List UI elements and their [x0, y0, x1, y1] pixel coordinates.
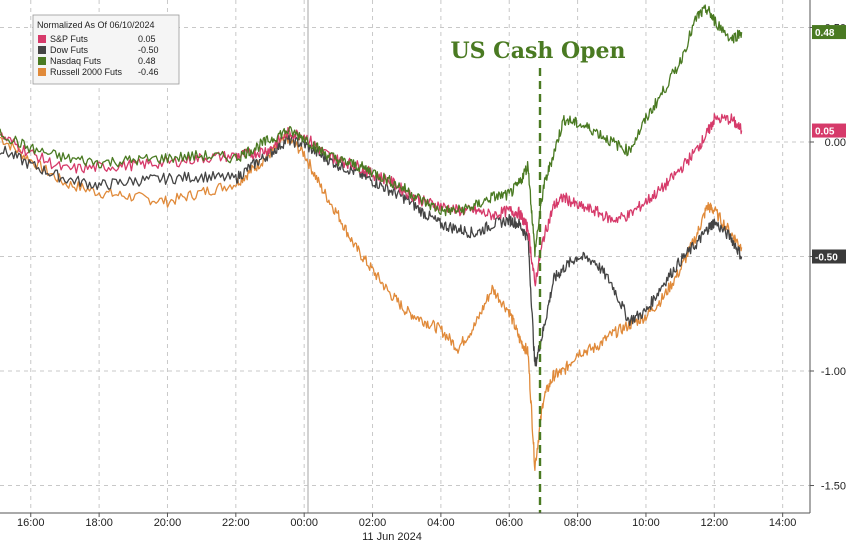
- legend-label-russell: Russell 2000 Futs: [50, 67, 123, 77]
- legend-label-dow: Dow Futs: [50, 45, 89, 55]
- y-tick-label: 0.00: [825, 137, 846, 149]
- legend-value-sp: 0.05: [138, 34, 156, 44]
- x-tick-label: 02:00: [359, 517, 387, 529]
- legend-value-dow: -0.50: [138, 45, 159, 55]
- grid-lines: [0, 0, 810, 513]
- x-tick-label: 12:00: [701, 517, 729, 529]
- series-line: [0, 113, 743, 287]
- y-tick-label: -1.00: [821, 366, 846, 378]
- series-line: [0, 134, 743, 367]
- legend: Normalized As Of 06/10/2024 S&P Futs 0.0…: [32, 14, 180, 85]
- x-tick-label: 18:00: [85, 517, 113, 529]
- legend-swatch-sp: [38, 35, 46, 43]
- series-lines: [0, 4, 743, 471]
- series-line: [0, 4, 743, 258]
- legend-label-nasdaq: Nasdaq Futs: [50, 56, 102, 66]
- x-tick-label: 16:00: [17, 517, 45, 529]
- x-tick-label: 00:00: [290, 517, 318, 529]
- annotation-us-cash-open: US Cash Open: [450, 38, 625, 64]
- x-tick-label: 08:00: [564, 517, 592, 529]
- end-value-tag: [812, 123, 846, 138]
- legend-label-sp: S&P Futs: [50, 34, 88, 44]
- x-tick-label: 14:00: [769, 517, 797, 529]
- legend-value-nasdaq: 0.48: [138, 56, 156, 66]
- end-value-text: -0.50: [815, 253, 838, 264]
- legend-swatch-nasdaq: [38, 57, 46, 65]
- legend-swatch-dow: [38, 46, 46, 54]
- end-value-text: 0.05: [815, 127, 835, 138]
- legend-title: Normalized As Of 06/10/2024: [37, 20, 155, 30]
- x-axis-ticks: 16:00 18:00 20:00 22:00 00:00 02:00 04:00 06:00…: [17, 513, 796, 529]
- x-tick-label: 20:00: [154, 517, 182, 529]
- x-axis-label: 11 Jun 2024: [362, 531, 422, 541]
- x-tick-label: 22:00: [222, 517, 250, 529]
- end-value-tag: [812, 25, 846, 40]
- legend-value-russell: -0.46: [138, 67, 159, 77]
- x-tick-label: 04:00: [427, 517, 455, 529]
- x-tick-label: 06:00: [495, 517, 523, 529]
- y-tick-label: -1.50: [821, 481, 846, 493]
- end-value-tag: [812, 249, 846, 264]
- x-tick-label: 10:00: [632, 517, 660, 529]
- end-value-labels: 0.48 0.05 -0.50: [812, 25, 846, 264]
- end-value-text: 0.48: [815, 28, 835, 39]
- legend-box: [32, 14, 180, 85]
- legend-swatch-russell: [38, 68, 46, 76]
